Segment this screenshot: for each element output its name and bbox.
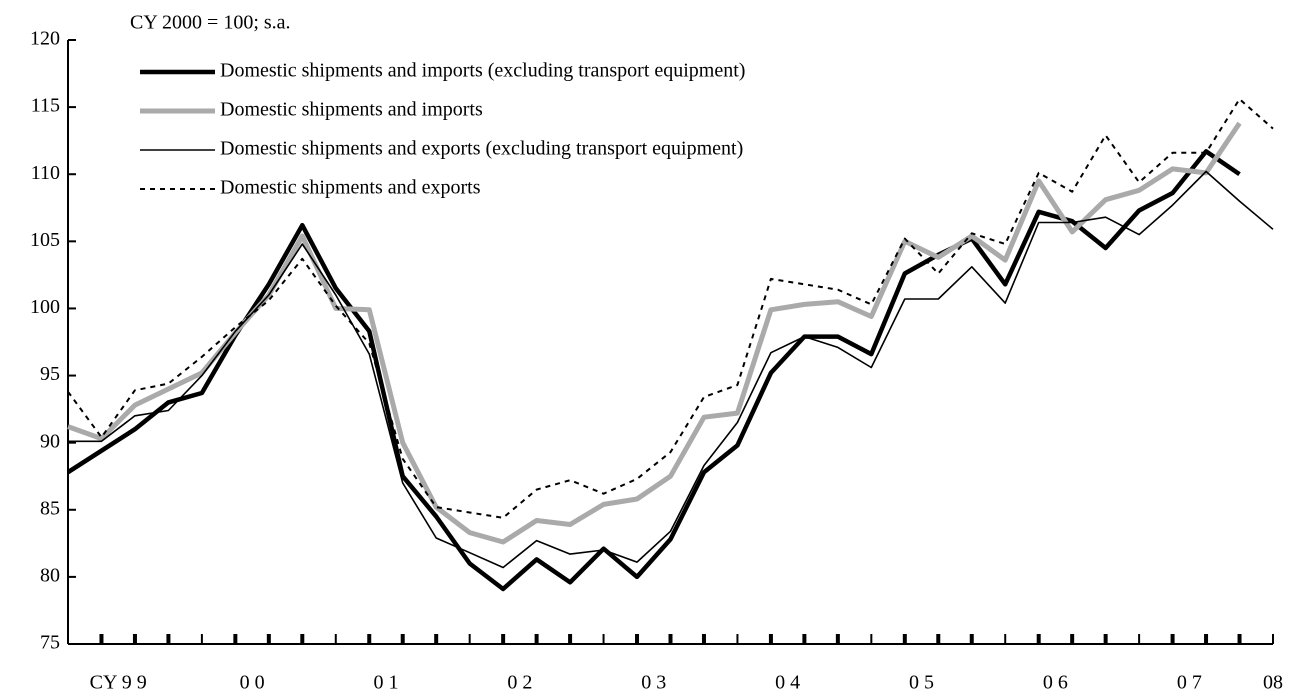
y-unit-label: CY 2000 = 100; s.a. [130, 12, 291, 34]
y-tick-label: 115 [31, 95, 60, 117]
y-tick-label: 95 [40, 363, 60, 385]
y-tick-label: 75 [40, 632, 60, 654]
legend-label: Domestic shipments and imports [220, 99, 483, 121]
x-tick-label: CY 9 9 [90, 672, 147, 694]
y-tick-label: 90 [40, 430, 60, 452]
x-tick-label: 08 [1263, 672, 1283, 694]
y-tick-label: 85 [40, 497, 60, 519]
x-tick-label: 0 5 [909, 672, 934, 694]
legend-label: Domestic shipments and exports [220, 177, 481, 199]
y-tick-label: 80 [40, 564, 60, 586]
x-tick-label: 0 2 [507, 672, 532, 694]
series-line [67, 98, 1274, 519]
x-tick-label: 0 1 [373, 672, 398, 694]
y-tick-label: 120 [30, 28, 60, 50]
y-tick-label: 110 [31, 162, 60, 184]
series-line [68, 170, 1274, 569]
y-tick-label: 100 [30, 296, 60, 318]
x-tick-label: 0 4 [775, 672, 800, 694]
x-tick-label: 0 7 [1177, 672, 1202, 694]
series-line [66, 149, 1241, 592]
x-tick-label: 0 3 [641, 672, 666, 694]
y-tick-label: 105 [30, 229, 60, 251]
legend-label: Domestic shipments and exports (excludin… [220, 138, 743, 160]
x-tick-label: 0 6 [1043, 672, 1068, 694]
legend-label: Domestic shipments and imports (excludin… [220, 60, 745, 82]
x-tick-label: 0 0 [240, 672, 265, 694]
